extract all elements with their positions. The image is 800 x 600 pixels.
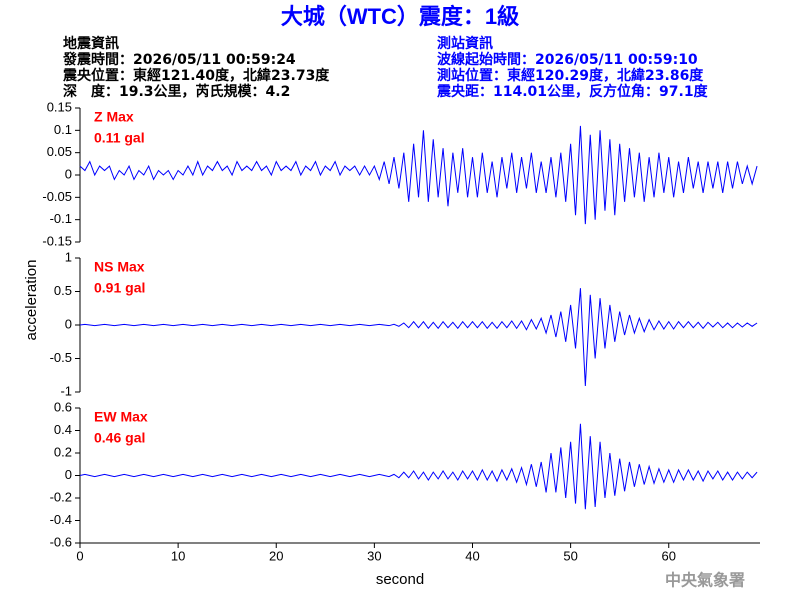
y-tick-label: -0.05 xyxy=(42,189,72,204)
y-tick-label: 0.4 xyxy=(54,422,72,437)
y-tick-label: 1 xyxy=(65,249,72,264)
info-left: 震央位置：東經121.40度，北緯23.73度 xyxy=(62,67,330,84)
y-tick-label: 0 xyxy=(65,316,72,331)
y-tick-label: 0.05 xyxy=(47,144,72,159)
x-tick-label: 30 xyxy=(367,548,381,563)
title: 大城（WTC）震度：1級 xyxy=(281,4,519,29)
info-right: 震央距：114.01公里，反方位角：97.1度 xyxy=(436,83,709,100)
x-tick-label: 60 xyxy=(662,548,676,563)
annotation: 0.46 gal xyxy=(94,430,145,446)
y-tick-label: -1 xyxy=(60,383,72,398)
waveform xyxy=(79,125,758,225)
waveform xyxy=(79,423,758,510)
info-right: 波線起始時間：2026/05/11 00:59:10 xyxy=(437,51,698,68)
x-tick-label: 40 xyxy=(465,548,479,563)
annotation: 0.11 gal xyxy=(94,130,145,146)
x-tick-label: 0 xyxy=(76,548,83,563)
annotation: EW Max xyxy=(94,409,148,425)
y-tick-label: -0.5 xyxy=(50,350,72,365)
x-tick-label: 20 xyxy=(269,548,283,563)
info-left: 地震資訊 xyxy=(63,35,119,52)
info-left: 發震時間：2026/05/11 00:59:24 xyxy=(62,51,296,68)
y-tick-label: 0.6 xyxy=(54,399,72,414)
y-tick-label: -0.4 xyxy=(50,512,72,527)
y-tick-label: 0.2 xyxy=(54,444,72,459)
annotation: 0.91 gal xyxy=(94,280,145,296)
y-tick-label: 0 xyxy=(65,166,72,181)
waveform xyxy=(79,288,758,386)
footer: 中央氣象署 xyxy=(665,571,745,590)
y-tick-label: 0.5 xyxy=(54,283,72,298)
x-tick-label: 50 xyxy=(563,548,577,563)
y-tick-label: -0.2 xyxy=(50,489,72,504)
y-tick-label: -0.6 xyxy=(50,534,72,549)
y-tick-label: -0.1 xyxy=(50,211,72,226)
x-axis-label: second xyxy=(376,571,424,588)
info-left: 深 度：19.3公里，芮氏規模：4.2 xyxy=(63,83,290,100)
annotation: Z Max xyxy=(94,109,134,125)
y-tick-label: 0 xyxy=(65,467,72,482)
info-right: 測站資訊 xyxy=(437,35,493,52)
y-tick-label: 0.15 xyxy=(47,99,72,114)
x-tick-label: 10 xyxy=(171,548,185,563)
y-tick-label: 0.1 xyxy=(54,122,72,137)
info-right: 測站位置：東經120.29度，北緯23.86度 xyxy=(437,67,704,84)
y-tick-label: -0.15 xyxy=(42,233,72,248)
annotation: NS Max xyxy=(94,259,145,275)
y-axis-label: acceleration xyxy=(23,260,40,341)
